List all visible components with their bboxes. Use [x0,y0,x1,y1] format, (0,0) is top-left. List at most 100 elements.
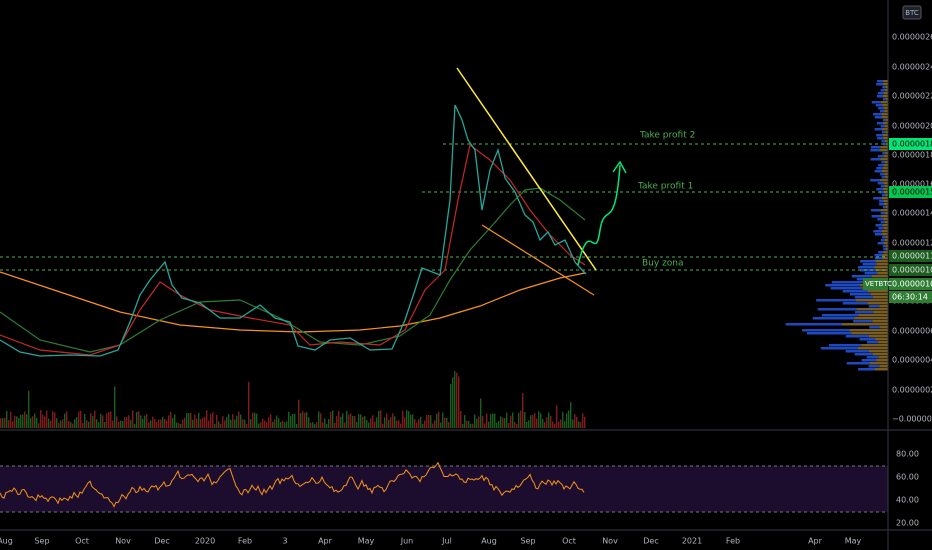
volume-bar [176,422,178,428]
volume-bar [172,418,174,428]
profile-bar [817,308,857,311]
price-tag-text: 0.00000101 [892,280,932,289]
volume-bar [128,415,130,428]
time-axis-label: Nov [602,537,618,546]
time-axis-label: May [845,537,862,546]
volume-bar [50,420,52,428]
volume-bar [360,414,362,428]
price-axis-label: 0.00000200 [892,122,932,131]
volume-bar [420,416,422,428]
profile-bar [876,95,884,98]
profile-bar [884,221,888,224]
profile-bar [845,335,869,338]
volume-bar [24,411,26,428]
volume-bar [436,413,438,428]
volume-bar [78,411,80,428]
profile-bar [883,137,888,140]
volume-bar [450,383,452,428]
volume-bar [90,412,92,428]
volume-bar [414,419,416,428]
price-tag-text: 06:30:14 [892,293,928,302]
volume-bar [556,405,558,428]
profile-bar [883,251,888,254]
profile-bar [880,110,885,113]
profile-bar [884,173,888,176]
volume-bar [432,423,434,428]
volume-bar [134,423,136,428]
volume-bar [2,418,4,428]
volume-bar [376,417,378,428]
volume-bar [532,414,534,428]
volume-bar [252,412,254,428]
profile-bar [871,275,888,278]
volume-bar [352,415,354,428]
volume-bar [386,413,388,428]
volume-bar [256,413,258,428]
volume-bar [38,423,40,428]
volume-bar [302,411,304,428]
volume-bar [416,422,418,428]
profile-bar [882,83,888,86]
profile-bar [877,92,884,95]
volume-bar [244,419,246,428]
volume-bar [346,410,348,428]
volume-bar [84,413,86,428]
volume-bar [332,410,334,428]
volume-bar [148,422,150,428]
profile-bar [876,83,883,86]
volume-bar [534,413,536,428]
volume-bar [260,422,262,428]
volume-bar [118,421,120,428]
price-axis-label: 0.00000060 [892,327,932,336]
profile-bar [873,353,888,356]
symbol-badge[interactable] [902,5,922,20]
volume-bar [54,412,56,428]
profile-bar [875,260,888,263]
volume-bar [166,420,168,428]
price-axis-label: 0.00000260 [892,33,932,42]
volume-bar [168,415,170,428]
volume-bar [400,423,402,428]
volume-bar [68,420,70,428]
profile-bar [861,344,888,347]
profile-bar [884,89,888,92]
volume-bar [272,421,274,428]
volume-bar [290,415,292,428]
volume-bar [104,422,106,428]
volume-bar [274,419,276,428]
volume-bar [76,417,78,428]
profile-bar [880,101,888,104]
profile-bar [885,245,888,248]
profile-bar [858,368,875,371]
volume-bar [190,412,192,428]
profile-bar [881,170,888,173]
volume-bar [62,419,64,428]
profile-bar [882,224,888,227]
profile-bar [869,326,880,329]
volume-bar [96,419,98,428]
price-tag-text: 0.00000187 [892,140,932,149]
profile-bar [879,326,888,329]
volume-bar [228,414,230,428]
volume-bar [6,410,8,428]
volume-bar [460,411,462,428]
profile-bar [885,86,888,89]
volume-bar [524,412,526,428]
profile-bar [884,185,888,188]
volume-bar [28,390,30,428]
profile-bar [860,269,876,272]
volume-bar [214,423,216,428]
profile-bar [871,215,881,218]
price-axis-label: 0.00000160 [892,180,932,189]
volume-bar [0,418,2,428]
volume-bar [288,411,290,428]
volume-bar [502,417,504,428]
profile-bar [881,128,888,131]
volume-bar [284,422,286,428]
volume-bar [242,419,244,428]
profile-bar [883,182,888,185]
price-axis-label: 0.00000140 [892,209,932,218]
volume-bar [362,416,364,428]
volume-bar [8,420,10,428]
profile-bar [854,353,874,356]
